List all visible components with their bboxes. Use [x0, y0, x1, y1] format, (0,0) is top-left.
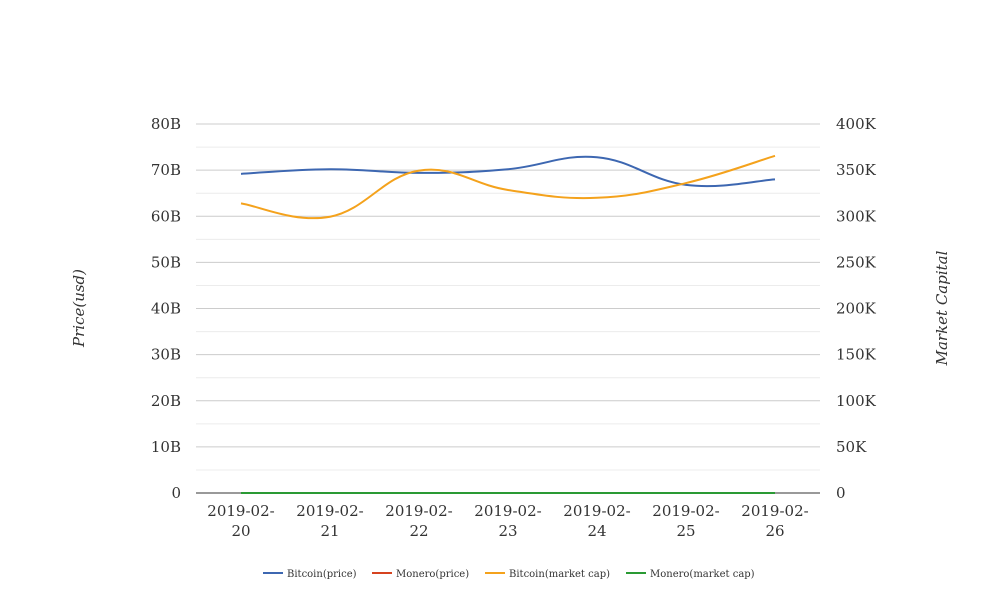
y2-tick-label: 150K: [836, 346, 877, 364]
legend-label: Bitcoin(price): [287, 569, 357, 580]
x-tick-label: 2019-02-26: [741, 502, 808, 540]
legend-label: Bitcoin(market cap): [509, 569, 610, 580]
grid-layer: [196, 123, 820, 471]
y2-tick-label: 250K: [836, 253, 877, 271]
x-tick-label: 2019-02-22: [385, 502, 452, 540]
y2-tick-label: 0: [836, 484, 846, 502]
y2-axis-title: Market Capital: [933, 250, 951, 366]
y-tick-label: 70B: [151, 161, 181, 179]
legend-item: Monero(market cap): [626, 569, 755, 580]
series-monero-market-cap: [240, 491, 775, 495]
y-tick-label: 20B: [151, 392, 181, 410]
legend-item: Bitcoin(market cap): [485, 569, 610, 580]
y-axis-title: Price(usd): [70, 269, 88, 348]
legend: Bitcoin(price) Monero(price) Bitcoin(marke…: [263, 569, 755, 580]
axis-layer: 0 10B 20B 30B 40B 50B 60B 70B 80B 0 50K 100K 150K 200…: [151, 115, 877, 540]
y-tick-label: 0: [171, 484, 181, 502]
series-layer: [240, 154, 776, 495]
x-tick-label: 2019-02-23: [474, 502, 541, 540]
y2-tick-label: 350K: [836, 161, 877, 179]
x-tick-label: 2019-02-20: [207, 502, 274, 540]
y-tick-label: 60B: [151, 207, 181, 225]
y2-tick-label: 50K: [836, 438, 867, 456]
legend-item: Monero(price): [372, 569, 469, 580]
legend-label: Monero(market cap): [650, 569, 755, 580]
series-line: [240, 155, 776, 188]
series-bitcoin-price: [240, 155, 776, 188]
y-tick-label: 30B: [151, 346, 181, 364]
legend-label: Monero(price): [396, 569, 469, 580]
y-tick-label: 80B: [151, 115, 181, 133]
x-tick-label: 2019-02-25: [652, 502, 719, 540]
x-tick-label: 2019-02-24: [563, 502, 630, 540]
y-tick-label: 40B: [151, 300, 181, 318]
series-line: [240, 154, 776, 220]
series-bitcoin-market-cap: [240, 154, 776, 220]
y-tick-label: 50B: [151, 253, 181, 271]
y2-tick-label: 100K: [836, 392, 877, 410]
y-tick-label: 10B: [151, 438, 181, 456]
legend-item: Bitcoin(price): [263, 569, 357, 580]
y2-tick-label: 300K: [836, 207, 877, 225]
y2-tick-label: 200K: [836, 300, 877, 318]
x-tick-label: 2019-02-21: [296, 502, 363, 540]
y2-tick-label: 400K: [836, 115, 877, 133]
